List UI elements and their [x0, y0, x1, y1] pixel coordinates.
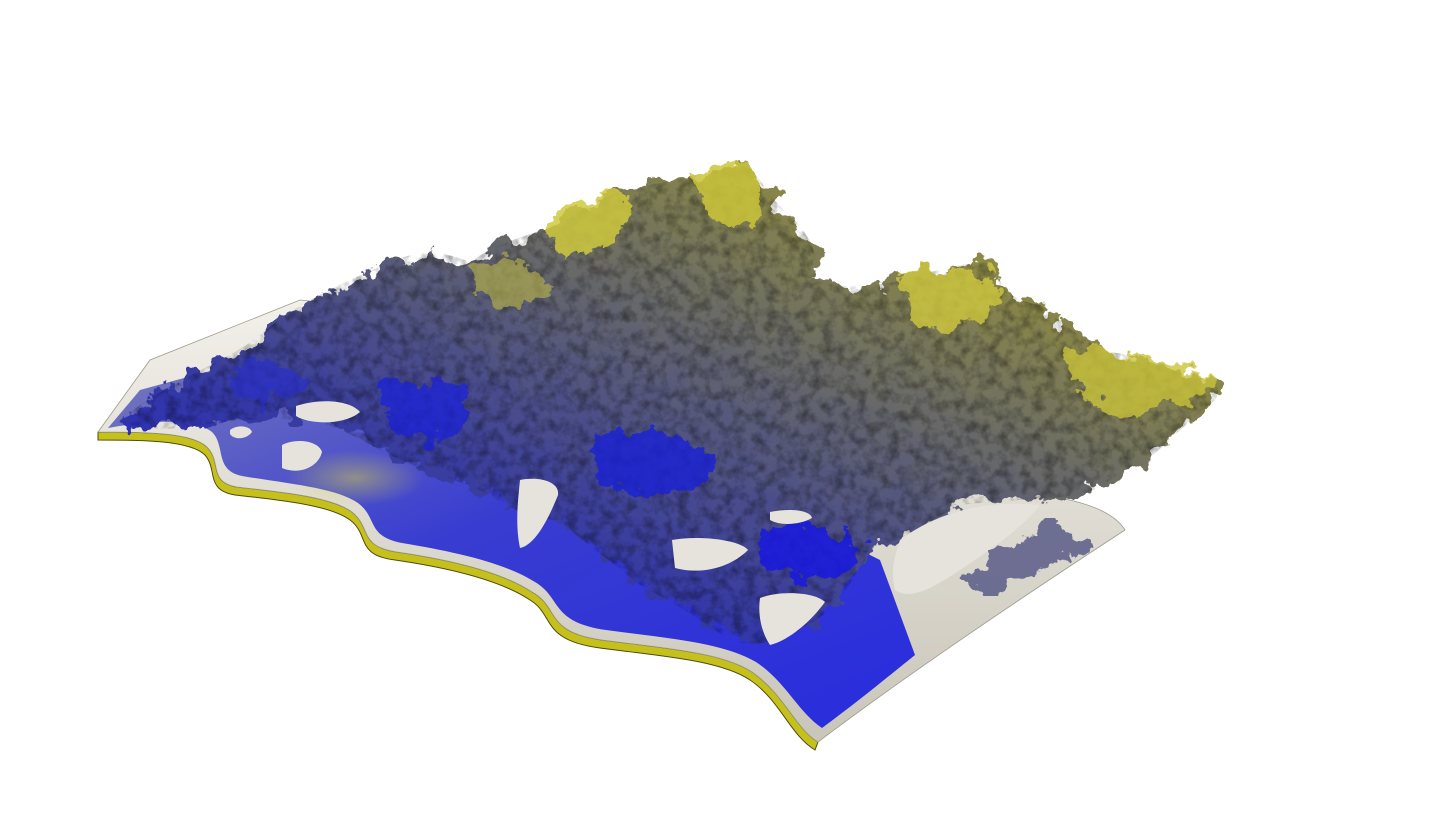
- trailing-edge-structure: [965, 522, 1090, 593]
- yellow-structures: [470, 164, 1210, 412]
- blue-vortex-structures: [230, 361, 860, 579]
- surface-gaps: [230, 401, 1040, 645]
